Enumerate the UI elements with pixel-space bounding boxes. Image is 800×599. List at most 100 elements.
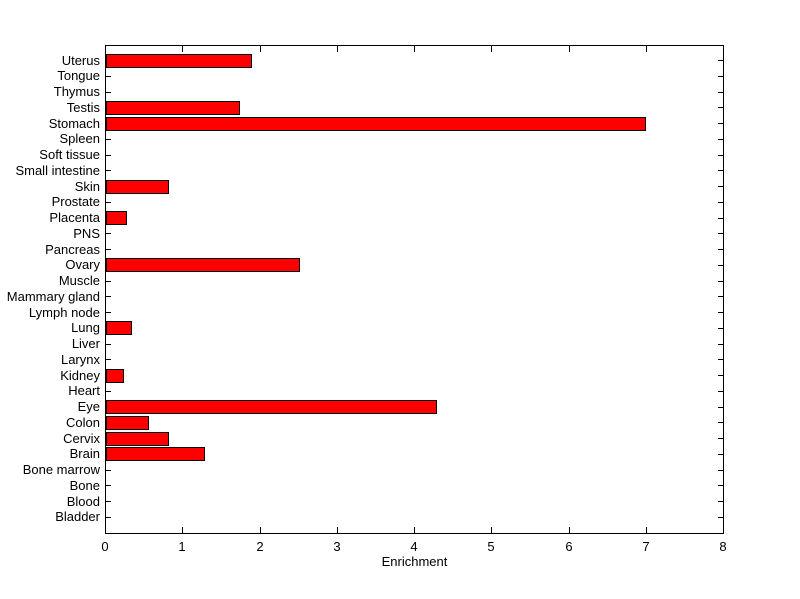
x-axis-tick-bottom: [414, 527, 415, 533]
bar-lung: [106, 321, 132, 335]
x-tick-label-2: 2: [256, 539, 264, 554]
y-tick-label-lymph-node: Lymph node: [28, 305, 100, 320]
y-axis-tick-left: [106, 391, 111, 392]
x-axis-tick-bottom: [646, 527, 647, 533]
x-axis-tick-top: [491, 46, 492, 52]
y-axis-tick-right: [718, 139, 723, 140]
y-tick-label-mammary-gland: Mammary gland: [6, 289, 100, 304]
y-tick-label-kidney: Kidney: [60, 368, 100, 383]
bar-ovary: [106, 258, 300, 272]
x-axis-tick-top: [105, 46, 106, 52]
x-axis-tick-top: [414, 46, 415, 52]
x-tick-label-0: 0: [101, 539, 109, 554]
x-axis-tick-top: [337, 46, 338, 52]
y-axis-tick-left: [106, 485, 111, 486]
y-axis-tick-left: [106, 139, 111, 140]
x-tick-label-6: 6: [565, 539, 573, 554]
x-axis-tick-bottom: [491, 527, 492, 533]
y-axis-tick-right: [718, 375, 723, 376]
y-tick-label-uterus: Uterus: [61, 53, 100, 68]
y-tick-label-testis: Testis: [66, 100, 100, 115]
y-axis-tick-right: [718, 517, 723, 518]
y-axis-tick-left: [106, 344, 111, 345]
x-axis-tick-top: [723, 46, 724, 52]
y-axis-tick-right: [718, 454, 723, 455]
x-tick-label-3: 3: [333, 539, 341, 554]
bar-eye: [106, 400, 437, 414]
x-axis-tick-bottom: [260, 527, 261, 533]
y-axis-tick-right: [718, 186, 723, 187]
y-axis-tick-left: [106, 233, 111, 234]
y-tick-label-prostate: Prostate: [51, 194, 100, 209]
y-axis-tick-right: [718, 312, 723, 313]
y-tick-label-spleen: Spleen: [59, 131, 100, 146]
y-tick-label-heart: Heart: [68, 383, 100, 398]
y-tick-label-colon: Colon: [66, 415, 100, 430]
x-tick-label-1: 1: [178, 539, 186, 554]
y-axis-tick-right: [718, 265, 723, 266]
y-tick-label-ovary: Ovary: [65, 257, 100, 272]
y-tick-label-tongue: Tongue: [57, 68, 100, 83]
bar-stomach: [106, 117, 646, 131]
x-tick-label-8: 8: [719, 539, 727, 554]
x-axis-tick-bottom: [182, 527, 183, 533]
y-tick-label-skin: Skin: [74, 179, 100, 194]
y-axis-tick-left: [106, 281, 111, 282]
x-tick-label-5: 5: [487, 539, 495, 554]
x-axis-tick-bottom: [337, 527, 338, 533]
bar-colon: [106, 416, 149, 430]
y-axis-tick-right: [718, 485, 723, 486]
y-axis-tick-right: [718, 296, 723, 297]
y-axis-tick-left: [106, 202, 111, 203]
y-axis-tick-right: [718, 60, 723, 61]
y-axis-tick-right: [718, 328, 723, 329]
y-axis-tick-right: [718, 249, 723, 250]
bar-skin: [106, 180, 169, 194]
bar-kidney: [106, 369, 124, 383]
y-axis-tick-left: [106, 312, 111, 313]
y-tick-label-bladder: Bladder: [55, 509, 100, 524]
y-axis-tick-right: [718, 501, 723, 502]
y-axis-tick-right: [718, 218, 723, 219]
y-axis-tick-right: [718, 344, 723, 345]
y-axis-tick-right: [718, 76, 723, 77]
x-axis-tick-top: [569, 46, 570, 52]
y-axis-tick-left: [106, 249, 111, 250]
y-axis-tick-right: [718, 233, 723, 234]
y-tick-label-pns: PNS: [73, 226, 100, 241]
y-tick-label-brain: Brain: [69, 446, 100, 461]
bar-cervix: [106, 432, 169, 446]
y-tick-label-soft-tissue: Soft tissue: [39, 147, 100, 162]
x-axis-tick-top: [182, 46, 183, 52]
y-tick-label-eye: Eye: [77, 399, 100, 414]
y-axis-tick-right: [718, 170, 723, 171]
y-tick-label-larynx: Larynx: [60, 352, 100, 367]
y-tick-label-bone-marrow: Bone marrow: [22, 462, 100, 477]
y-axis-tick-right: [718, 359, 723, 360]
bar-uterus: [106, 54, 252, 68]
y-axis-tick-right: [718, 438, 723, 439]
y-axis-tick-right: [718, 422, 723, 423]
x-axis-title: Enrichment: [381, 554, 448, 569]
y-tick-label-thymus: Thymus: [53, 84, 100, 99]
y-tick-label-pancreas: Pancreas: [45, 242, 100, 257]
y-tick-label-bone: Bone: [69, 478, 100, 493]
y-axis-tick-left: [106, 359, 111, 360]
y-axis-tick-right: [718, 470, 723, 471]
y-axis-tick-right: [718, 155, 723, 156]
y-tick-label-liver: Liver: [71, 336, 100, 351]
y-axis-tick-right: [718, 407, 723, 408]
y-axis-tick-right: [718, 107, 723, 108]
y-axis-tick-left: [106, 76, 111, 77]
y-axis-tick-right: [718, 202, 723, 203]
y-axis-tick-left: [106, 470, 111, 471]
bar-testis: [106, 101, 240, 115]
y-axis-tick-right: [718, 281, 723, 282]
y-tick-label-placenta: Placenta: [49, 210, 100, 225]
y-tick-label-stomach: Stomach: [48, 116, 100, 131]
y-axis-tick-left: [106, 170, 111, 171]
y-tick-label-cervix: Cervix: [63, 431, 100, 446]
y-axis-tick-right: [718, 92, 723, 93]
y-axis-tick-left: [106, 92, 111, 93]
